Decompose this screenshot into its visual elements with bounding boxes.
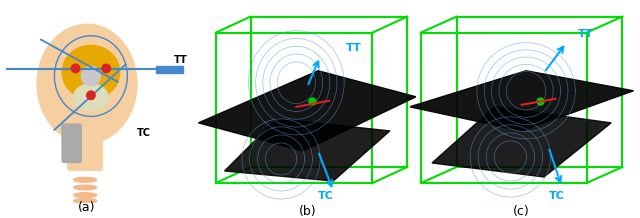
FancyBboxPatch shape: [62, 124, 81, 162]
Text: TT: TT: [346, 43, 362, 53]
Ellipse shape: [74, 199, 97, 203]
Polygon shape: [225, 119, 390, 181]
Polygon shape: [410, 71, 634, 131]
Ellipse shape: [62, 45, 120, 99]
Polygon shape: [432, 107, 611, 177]
Text: (c): (c): [513, 205, 530, 218]
Text: TT: TT: [578, 29, 593, 39]
Ellipse shape: [74, 177, 97, 182]
Text: TC: TC: [137, 128, 151, 138]
FancyBboxPatch shape: [156, 66, 183, 73]
Circle shape: [102, 64, 111, 73]
FancyBboxPatch shape: [68, 124, 102, 170]
Ellipse shape: [74, 185, 97, 190]
Ellipse shape: [81, 66, 100, 86]
Text: TC: TC: [318, 191, 334, 201]
Ellipse shape: [74, 84, 108, 111]
Circle shape: [86, 91, 95, 100]
Polygon shape: [198, 71, 416, 151]
Ellipse shape: [37, 24, 137, 143]
Text: TT: TT: [173, 55, 187, 65]
Text: (b): (b): [298, 205, 316, 218]
Ellipse shape: [74, 193, 97, 198]
Text: (a): (a): [78, 201, 96, 213]
Text: TC: TC: [548, 191, 564, 201]
Circle shape: [71, 64, 80, 73]
